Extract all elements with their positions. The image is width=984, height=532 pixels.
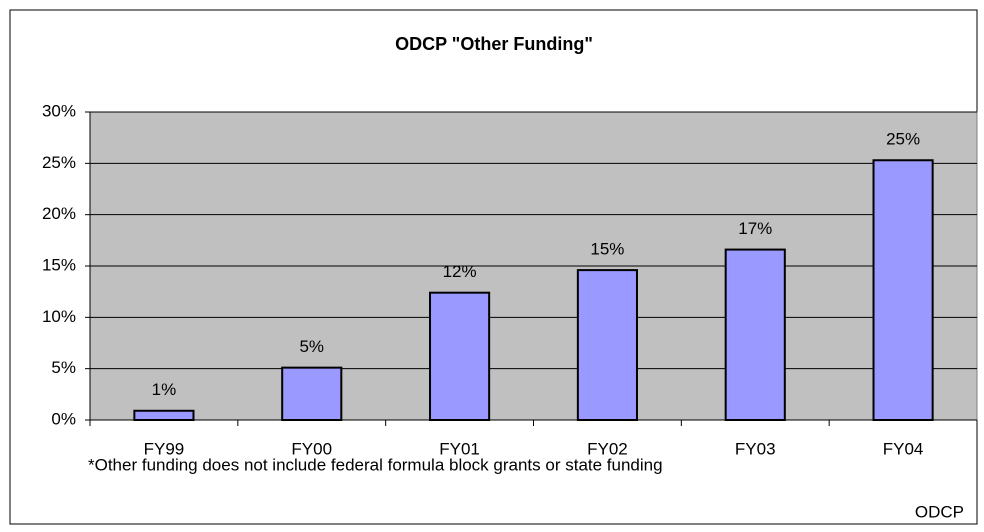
y-tick-label: 25% (42, 153, 76, 172)
footnote: *Other funding does not include federal … (88, 455, 663, 474)
source: ODCP (915, 502, 964, 521)
x-tick-label: FY04 (883, 439, 924, 458)
bar (429, 291, 491, 421)
data-label: 12% (443, 262, 477, 281)
bar (724, 248, 786, 421)
x-tick-label: FY03 (735, 439, 776, 458)
y-tick-label: 0% (51, 409, 76, 428)
bar (133, 409, 195, 422)
data-label: 5% (299, 337, 324, 356)
chart-title: ODCP "Other Funding" (395, 34, 593, 54)
bar (576, 269, 638, 421)
x-tick-label: FY02 (587, 439, 628, 458)
data-label: 15% (590, 240, 624, 259)
y-tick-label: 30% (42, 101, 76, 120)
y-tick-label: 15% (42, 255, 76, 274)
y-tick-label: 20% (42, 204, 76, 223)
x-tick-label: FY01 (439, 439, 480, 458)
data-label: 25% (886, 130, 920, 149)
x-tick-label: FY00 (291, 439, 332, 458)
y-tick-label: 5% (51, 358, 76, 377)
y-tick-label: 10% (42, 307, 76, 326)
x-tick-label: FY99 (144, 439, 185, 458)
bar (281, 366, 343, 422)
data-label: 1% (152, 380, 177, 399)
bar (872, 159, 934, 421)
data-label: 17% (738, 219, 772, 238)
